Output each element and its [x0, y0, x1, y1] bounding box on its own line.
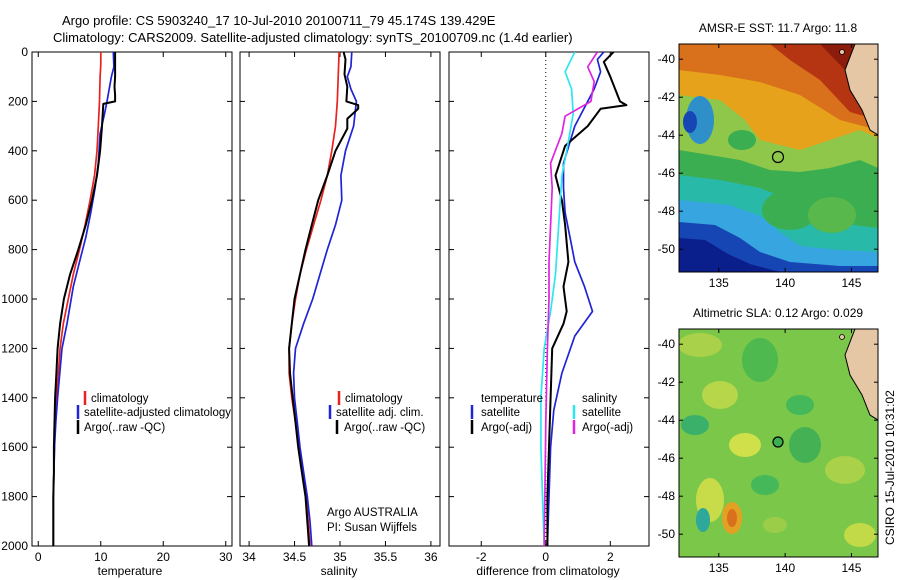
series-line-salinity-satellite: [540, 52, 576, 546]
legend-label-satellite: satellite-adjusted climatology: [84, 407, 231, 419]
map-y-tick-label: -40: [658, 52, 676, 66]
salinity-series: [288, 52, 360, 546]
map-sst-ticks: 135 140 145 -40 -42 -44 -46 -48 -50: [658, 44, 878, 290]
map-sst-argo-marker: [771, 150, 785, 164]
map-sst-frame: [678, 43, 879, 273]
series-line-satellite-adj-clim: [292, 52, 358, 546]
x-tick-label: 0: [35, 550, 42, 564]
map-y-tick-label: -46: [658, 451, 676, 465]
legend-temperature: climatology satellite-adjusted climatolo…: [76, 391, 231, 434]
x-tick-label: 2: [607, 550, 614, 564]
depth-tick-labels: 0 200 400 600 800 1000 1200 1400 1600 1800 2000: [1, 45, 28, 553]
legend-label-temp-argo: Argo(-adj): [481, 422, 532, 434]
y-tick-label: 1000: [1, 292, 28, 306]
xlabel-difference: difference from climatology: [476, 564, 619, 578]
series-line-argo-raw-qc: [52, 52, 117, 546]
y-tick-label: 400: [8, 144, 28, 158]
x-tick-label: 34.5: [283, 550, 307, 564]
legend-label-sal-argo: Argo(-adj): [582, 422, 633, 434]
temperature-axis-ticks: 0 10 20 30: [32, 51, 233, 564]
credit-text: Argo AUSTRALIA: [327, 507, 418, 519]
legend-label-sal-satellite: satellite: [582, 407, 621, 419]
x-tick-label: 35: [333, 550, 347, 564]
map-sst-title: AMSR-E SST: 11.7 Argo: 11.8: [699, 21, 858, 35]
legend-label-satellite: satellite adj. clim.: [336, 407, 424, 419]
map-y-tick-label: -50: [658, 242, 676, 256]
series-line-salinity-argo-adj: [543, 52, 599, 546]
title-line-2: Climatology: CARS2009. Satellite-adjuste…: [53, 30, 573, 45]
legend-label-argo: Argo(..raw -QC): [84, 422, 165, 434]
panel-salinity-frame: [239, 51, 441, 547]
x-tick-label: 30: [219, 550, 233, 564]
map-y-tick-label: -42: [658, 90, 676, 104]
map-y-tick-label: -44: [658, 413, 676, 427]
map-y-tick-label: -40: [658, 337, 676, 351]
y-tick-label: 2000: [1, 539, 28, 553]
legend-heading-temperature: temperature: [481, 393, 543, 405]
legend-difference: temperature satellite Argo(-adj) salinit…: [470, 393, 633, 434]
y-tick-label: 600: [8, 193, 28, 207]
map-x-tick-label: 145: [841, 276, 861, 290]
series-line-temperature-satellite: [546, 52, 605, 546]
legend-label-temp-satellite: satellite: [481, 407, 520, 419]
series-line-temperature-argo-adj: [546, 52, 628, 546]
map-y-tick-label: -44: [658, 128, 676, 142]
y-tick-label: 0: [21, 45, 28, 59]
legend-heading-salinity: salinity: [582, 393, 617, 405]
map-y-tick-label: -46: [658, 166, 676, 180]
map-x-tick-label: 140: [775, 276, 795, 290]
x-tick-label: 20: [157, 550, 171, 564]
map-sla-frame: [678, 328, 879, 558]
y-tick-label: 800: [8, 243, 28, 257]
map-sla-argo-marker: [772, 436, 784, 448]
pi-text: PI: Susan Wijffels: [327, 522, 417, 534]
salinity-axis-ticks: 34 34.5 35 35.5 36: [240, 51, 440, 564]
xlabel-temperature: temperature: [98, 564, 163, 578]
xlabel-salinity: salinity: [321, 564, 358, 578]
timestamp-stamp: CSIRO 15-Jul-2010 10:31:02: [883, 390, 897, 545]
x-tick-label: 34: [242, 550, 256, 564]
map-x-tick-label: 135: [709, 561, 729, 575]
title-line-1: Argo profile: CS 5903240_17 10-Jul-2010 …: [62, 13, 496, 28]
y-tick-label: 1800: [1, 490, 28, 504]
legend-label-climatology: climatology: [91, 393, 149, 405]
map-x-tick-label: 145: [841, 561, 861, 575]
x-tick-label: 0: [542, 550, 549, 564]
difference-series: [540, 52, 628, 546]
legend-label-argo: Argo(..raw -QC): [344, 422, 425, 434]
legend-label-climatology: climatology: [345, 393, 403, 405]
legend-salinity: climatology satellite adj. clim. Argo(..…: [327, 391, 425, 534]
map-sla-ticks: 135 140 145 -40 -42 -44 -46 -48 -50: [658, 329, 878, 575]
map-x-tick-label: 140: [775, 561, 795, 575]
x-tick-label: 35.5: [374, 550, 398, 564]
series-line-argo-raw-qc: [288, 52, 360, 546]
map-sla-field: [679, 329, 878, 557]
map-x-tick-label: 135: [709, 276, 729, 290]
y-tick-label: 1200: [1, 341, 28, 355]
map-sst-field: [679, 44, 878, 272]
y-tick-label: 1400: [1, 391, 28, 405]
map-y-tick-label: -48: [658, 204, 676, 218]
x-tick-label: -2: [476, 550, 487, 564]
y-tick-label: 1600: [1, 440, 28, 454]
temperature-series: [52, 52, 117, 546]
map-y-tick-label: -50: [658, 527, 676, 541]
map-sla-title: Altimetric SLA: 0.12 Argo: 0.029: [693, 306, 863, 320]
y-tick-label: 200: [8, 94, 28, 108]
panel-temperature-frame: [31, 51, 233, 547]
map-y-tick-label: -48: [658, 489, 676, 503]
x-tick-label: 36: [424, 550, 438, 564]
map-y-tick-label: -42: [658, 375, 676, 389]
x-tick-label: 10: [94, 550, 108, 564]
